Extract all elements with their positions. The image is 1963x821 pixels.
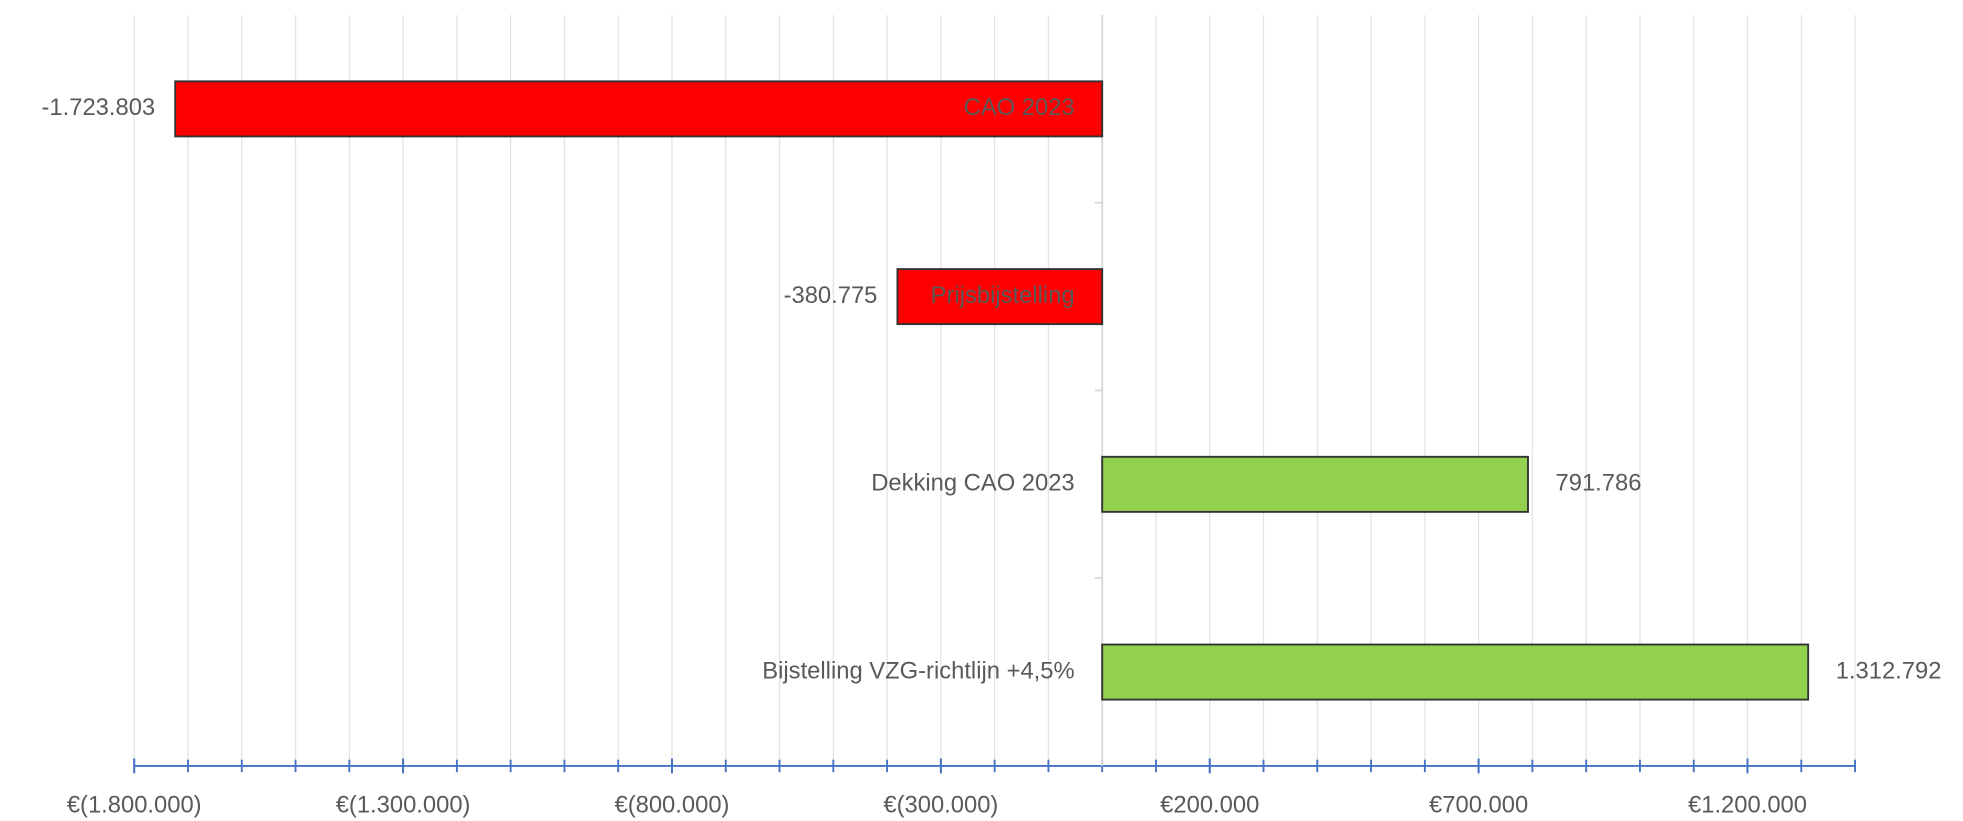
category-label: Bijstelling VZG-richtlijn +4,5% xyxy=(762,657,1074,684)
bar xyxy=(896,268,1104,326)
value-label: 791.786 xyxy=(1556,470,1642,497)
category-label: Prijsbijstelling xyxy=(931,282,1075,309)
bar xyxy=(174,80,1104,138)
x-tick-label: €1.200.000 xyxy=(1688,791,1807,818)
bar xyxy=(1101,643,1810,701)
x-tick-label: €700.000 xyxy=(1429,791,1528,818)
bar xyxy=(1101,455,1529,513)
value-label: 1.312.792 xyxy=(1836,657,1942,684)
value-label: -380.775 xyxy=(784,282,878,309)
x-tick-label: €(1.800.000) xyxy=(67,791,202,818)
x-tick-label: €200.000 xyxy=(1160,791,1259,818)
x-tick-label: €(300.000) xyxy=(883,791,998,818)
category-label: CAO 2023 xyxy=(964,94,1075,121)
value-label: -1.723.803 xyxy=(42,94,156,121)
category-label: Dekking CAO 2023 xyxy=(871,470,1074,497)
x-tick-label: €(800.000) xyxy=(615,791,730,818)
x-tick-label: €(1.300.000) xyxy=(336,791,471,818)
